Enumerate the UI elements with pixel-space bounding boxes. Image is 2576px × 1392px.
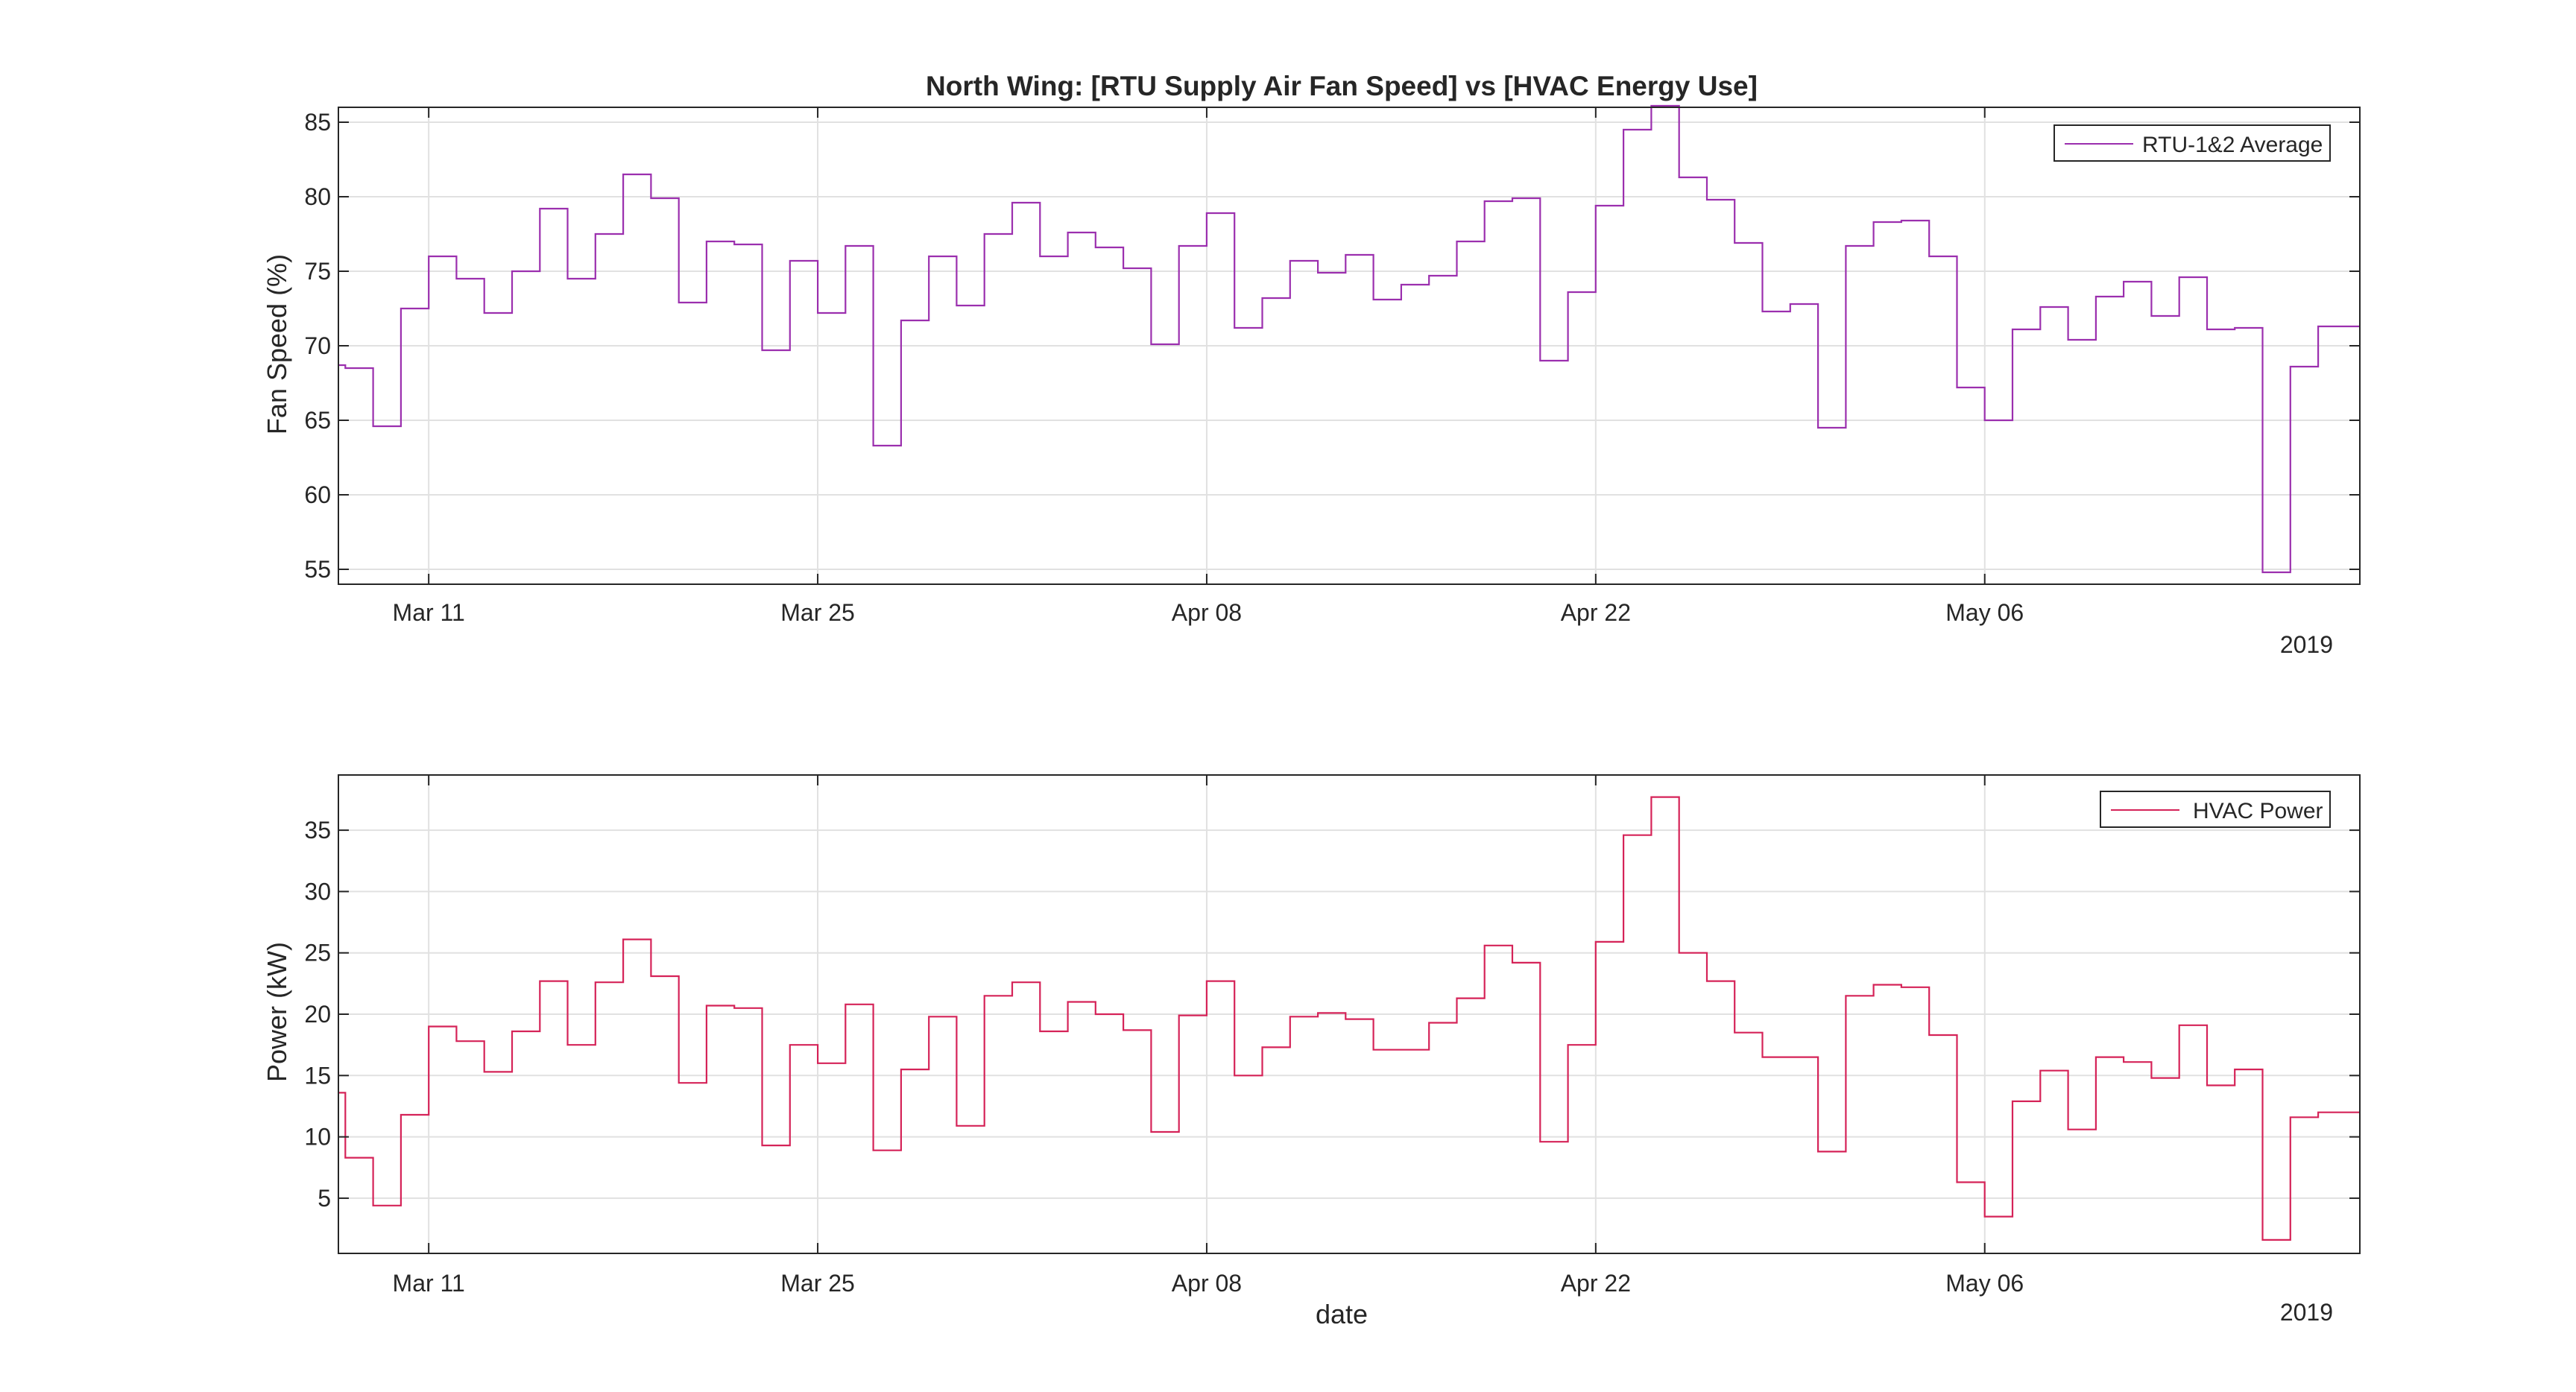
y-axis-label: Fan Speed (%) bbox=[262, 254, 292, 434]
series-line bbox=[338, 796, 2360, 1241]
legend: RTU-1&2 Average bbox=[2053, 124, 2331, 162]
axes bbox=[338, 107, 2361, 585]
x-tick-label: May 06 bbox=[1945, 599, 2024, 626]
x-tick-label: Mar 11 bbox=[393, 1270, 465, 1297]
tick-labels: 55 60 65 70 75 80 85 Mar 11 Mar 25 Apr 08 Apr 22 Ma… bbox=[304, 109, 2024, 626]
x-year-label: 2019 bbox=[2280, 631, 2333, 658]
gridlines bbox=[338, 775, 2360, 1253]
axes bbox=[338, 774, 2361, 1254]
x-tick-label: Mar 25 bbox=[780, 1270, 855, 1297]
fan-speed-chart: 55 60 65 70 75 80 85 Mar 11 Mar 25 Apr 08 Apr 22 Ma… bbox=[262, 104, 2361, 658]
x-tick-label: Mar 25 bbox=[780, 599, 855, 626]
x-tick-label: Apr 08 bbox=[1172, 599, 1242, 626]
x-tick-label: Mar 11 bbox=[393, 599, 465, 626]
y-tick-label: 65 bbox=[304, 407, 331, 434]
y-tick-label: 55 bbox=[304, 556, 331, 583]
legend-label: RTU-1&2 Average bbox=[2142, 133, 2323, 157]
x-year-label: 2019 bbox=[2280, 1299, 2333, 1326]
y-tick-label: 5 bbox=[318, 1185, 331, 1212]
y-tick-label: 70 bbox=[304, 332, 331, 359]
x-axis-label: date bbox=[1316, 1299, 1368, 1329]
x-tick-label: Apr 22 bbox=[1561, 1270, 1631, 1297]
y-tick-label: 35 bbox=[304, 817, 331, 844]
x-tick-label: Apr 08 bbox=[1172, 1270, 1242, 1297]
legend: HVAC Power bbox=[2100, 791, 2331, 828]
legend-label: HVAC Power bbox=[2193, 799, 2323, 823]
y-tick-label: 75 bbox=[304, 258, 331, 285]
y-tick-label: 30 bbox=[304, 878, 331, 905]
series-layer bbox=[338, 104, 2360, 574]
hvac-power-chart: 5 10 15 20 25 30 35 Mar 11 Mar 25 Apr 08 Apr 22 May… bbox=[262, 774, 2361, 1329]
y-tick-label: 80 bbox=[304, 183, 331, 210]
x-tick-label: Apr 22 bbox=[1561, 599, 1631, 626]
y-tick-label: 60 bbox=[304, 481, 331, 508]
chart-title: North Wing: [RTU Supply Air Fan Speed] v… bbox=[926, 71, 1758, 101]
gridlines bbox=[338, 107, 2360, 584]
y-tick-label: 20 bbox=[304, 1001, 331, 1028]
y-tick-label: 85 bbox=[304, 109, 331, 136]
y-tick-label: 25 bbox=[304, 940, 331, 967]
y-axis-label: Power (kW) bbox=[262, 942, 292, 1082]
x-tick-label: May 06 bbox=[1945, 1270, 2024, 1297]
y-tick-label: 15 bbox=[304, 1062, 331, 1089]
series-layer bbox=[338, 796, 2360, 1241]
series-line bbox=[338, 104, 2360, 574]
tick-labels: 5 10 15 20 25 30 35 Mar 11 Mar 25 Apr 08 Apr 22 May… bbox=[304, 817, 2024, 1297]
y-tick-label: 10 bbox=[304, 1124, 331, 1151]
